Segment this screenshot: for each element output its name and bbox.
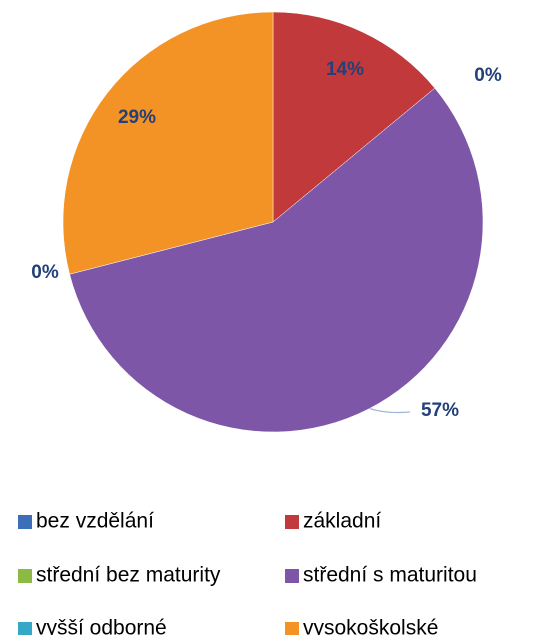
legend-swatch (285, 569, 299, 583)
value-label: 0% (31, 262, 59, 283)
legend-swatch (285, 622, 299, 636)
legend-label: vyšší odborné (36, 617, 167, 635)
legend-label: základní (303, 510, 381, 533)
value-label: 29% (118, 107, 156, 128)
value-label: 57% (421, 400, 459, 421)
pie-slice (69, 87, 484, 433)
pie-slice (272, 11, 436, 223)
value-label: 0% (474, 65, 502, 86)
legend-swatch (18, 569, 32, 583)
legend-swatch (285, 515, 299, 529)
pie-slice (62, 11, 274, 275)
leader-line (367, 407, 411, 414)
legend-swatch (18, 515, 32, 529)
value-label: 14% (326, 59, 364, 80)
legend-label: střední s maturitou (303, 564, 477, 587)
legend-label: vysokoškolské (303, 617, 438, 635)
legend-label: bez vzdělání (36, 510, 154, 533)
legend-swatch (18, 622, 32, 636)
legend-label: střední bez maturity (36, 564, 221, 587)
